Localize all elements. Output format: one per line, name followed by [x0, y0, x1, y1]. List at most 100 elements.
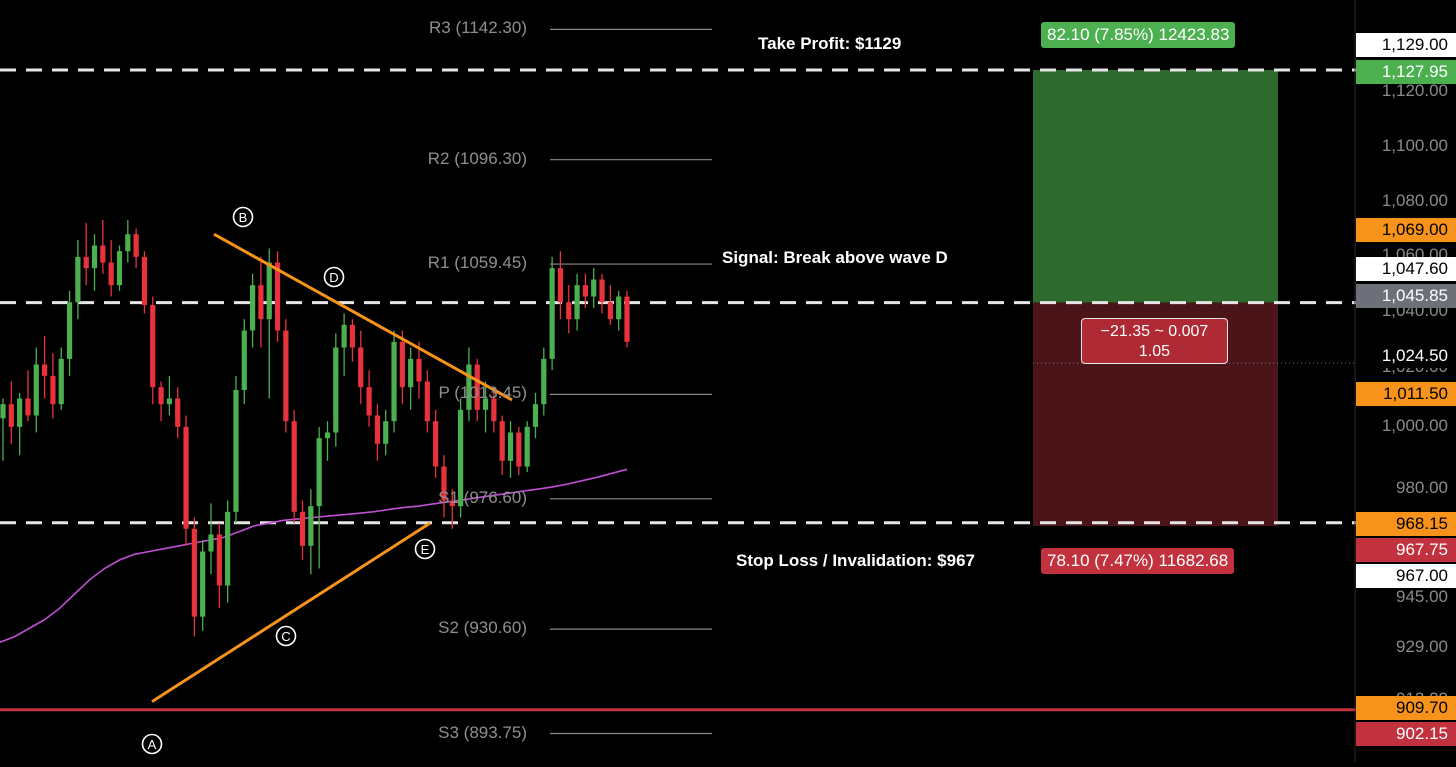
candle-body [582, 285, 588, 297]
price-axis-tick: 980.00 [1396, 478, 1448, 497]
price-axis-badge: 1,129.00 [1356, 33, 1456, 57]
price-axis-badge: 1,127.95 [1356, 60, 1456, 84]
candle-body [333, 347, 339, 433]
candle-body [116, 251, 123, 286]
price-axis-badge: 1,069.00 [1356, 218, 1456, 242]
candle-body [125, 234, 131, 252]
wave-circle [141, 733, 163, 755]
candle-body [349, 324, 356, 348]
triangle-lower-line [151, 521, 431, 703]
pivot-label: S3 (893.75) [438, 722, 527, 742]
moving-average-line [0, 468, 628, 643]
candle-body [566, 302, 572, 320]
take-profit-label: Take Profit: $1129 [758, 34, 902, 53]
candle-body [266, 262, 272, 320]
wave-label-d: D [323, 266, 345, 288]
wave-text: A [148, 737, 157, 752]
candle-body [482, 398, 489, 410]
measure-line-2: 1.05 [1138, 343, 1171, 360]
wave-circle [232, 206, 254, 228]
candle-body [208, 534, 214, 552]
candle-body [42, 364, 48, 376]
candle-body [183, 426, 189, 529]
price-axis-badge: 1,047.60 [1356, 257, 1456, 281]
candle-body [83, 256, 89, 269]
profit-zone [1033, 70, 1278, 303]
candle-body [274, 262, 281, 331]
candle-body [283, 330, 289, 422]
candle-body [416, 358, 422, 382]
candle-body [616, 296, 622, 320]
candle-body [524, 426, 530, 467]
price-axis-badge: 968.15 [1356, 512, 1456, 536]
candle-body [17, 398, 23, 427]
stop-loss-label: Stop Loss / Invalidation: $967 [736, 551, 975, 570]
candle-body [383, 421, 389, 444]
candle-body [75, 256, 81, 303]
candle-body [466, 364, 472, 410]
candle-body [458, 409, 464, 507]
candle-body [166, 398, 172, 405]
candle-body [50, 375, 56, 405]
wave-label-e: E [414, 538, 436, 560]
price-axis-badge: 1,045.85 [1356, 284, 1456, 308]
wave-text: E [421, 542, 430, 557]
candle-body [0, 404, 6, 419]
pivot-label: R2 (1096.30) [427, 148, 527, 168]
candle-body [607, 302, 613, 320]
profit-target-pill: 82.10 (7.85%) 12423.83 [1041, 22, 1236, 48]
stop-loss-pill: 78.10 (7.47%) 11682.68 [1041, 548, 1235, 574]
candle-body [225, 511, 231, 586]
candle-body [366, 387, 372, 416]
price-axis-badge: 1,011.50 [1356, 382, 1456, 406]
candle-body [316, 438, 322, 507]
wave-circle [414, 538, 436, 560]
candle-body [324, 432, 331, 439]
candle-body [241, 330, 247, 391]
candle-body [141, 256, 148, 306]
candle-body [433, 421, 439, 467]
candle-body [100, 245, 106, 263]
pivot-label: S2 (930.60) [438, 618, 527, 638]
wave-text: D [329, 270, 338, 285]
candle-body [441, 466, 447, 501]
candle-body [291, 421, 297, 512]
candle-body [374, 415, 380, 444]
price-axis-badge: 902.15 [1356, 722, 1456, 746]
candle-body [25, 398, 31, 416]
candle-body [599, 279, 605, 303]
price-axis-tick: 1,000.00 [1381, 416, 1448, 435]
price-axis-tick: 1,080.00 [1381, 191, 1448, 210]
price-axis-badge: 967.00 [1356, 564, 1456, 588]
pivot-label: S1 (976.60) [438, 487, 527, 507]
candle-body [133, 234, 139, 257]
candle-body [8, 404, 14, 427]
candle-body [499, 421, 505, 461]
price-axis-tick: 945.00 [1396, 587, 1448, 606]
wave-circle [275, 625, 297, 647]
candle-body [399, 341, 405, 388]
measure-tooltip[interactable]: −21.35 ~ 0.007 1.05 [1081, 318, 1228, 364]
wave-circle [323, 266, 345, 288]
candle-body [557, 268, 564, 303]
candle-body [424, 381, 430, 422]
candle-body [408, 358, 414, 388]
pivot-label: R1 (1059.45) [427, 253, 527, 273]
pivot-label: R3 (1142.30) [429, 18, 527, 38]
price-axis-badge: 1,024.50 [1356, 344, 1456, 368]
candle-body [541, 358, 547, 405]
candle-body [299, 511, 306, 546]
candle-body [449, 500, 455, 507]
price-axis-badge: 909.70 [1356, 696, 1456, 720]
candle-body [591, 279, 597, 297]
price-axis-tick: 1,120.00 [1381, 81, 1448, 100]
candle-body [549, 268, 555, 359]
candle-body [150, 305, 156, 388]
price-axis-tick: 929.00 [1396, 637, 1448, 656]
candle-body [532, 404, 539, 427]
wave-text: C [281, 629, 290, 644]
candle-body [200, 551, 206, 617]
candle-body [258, 285, 264, 320]
